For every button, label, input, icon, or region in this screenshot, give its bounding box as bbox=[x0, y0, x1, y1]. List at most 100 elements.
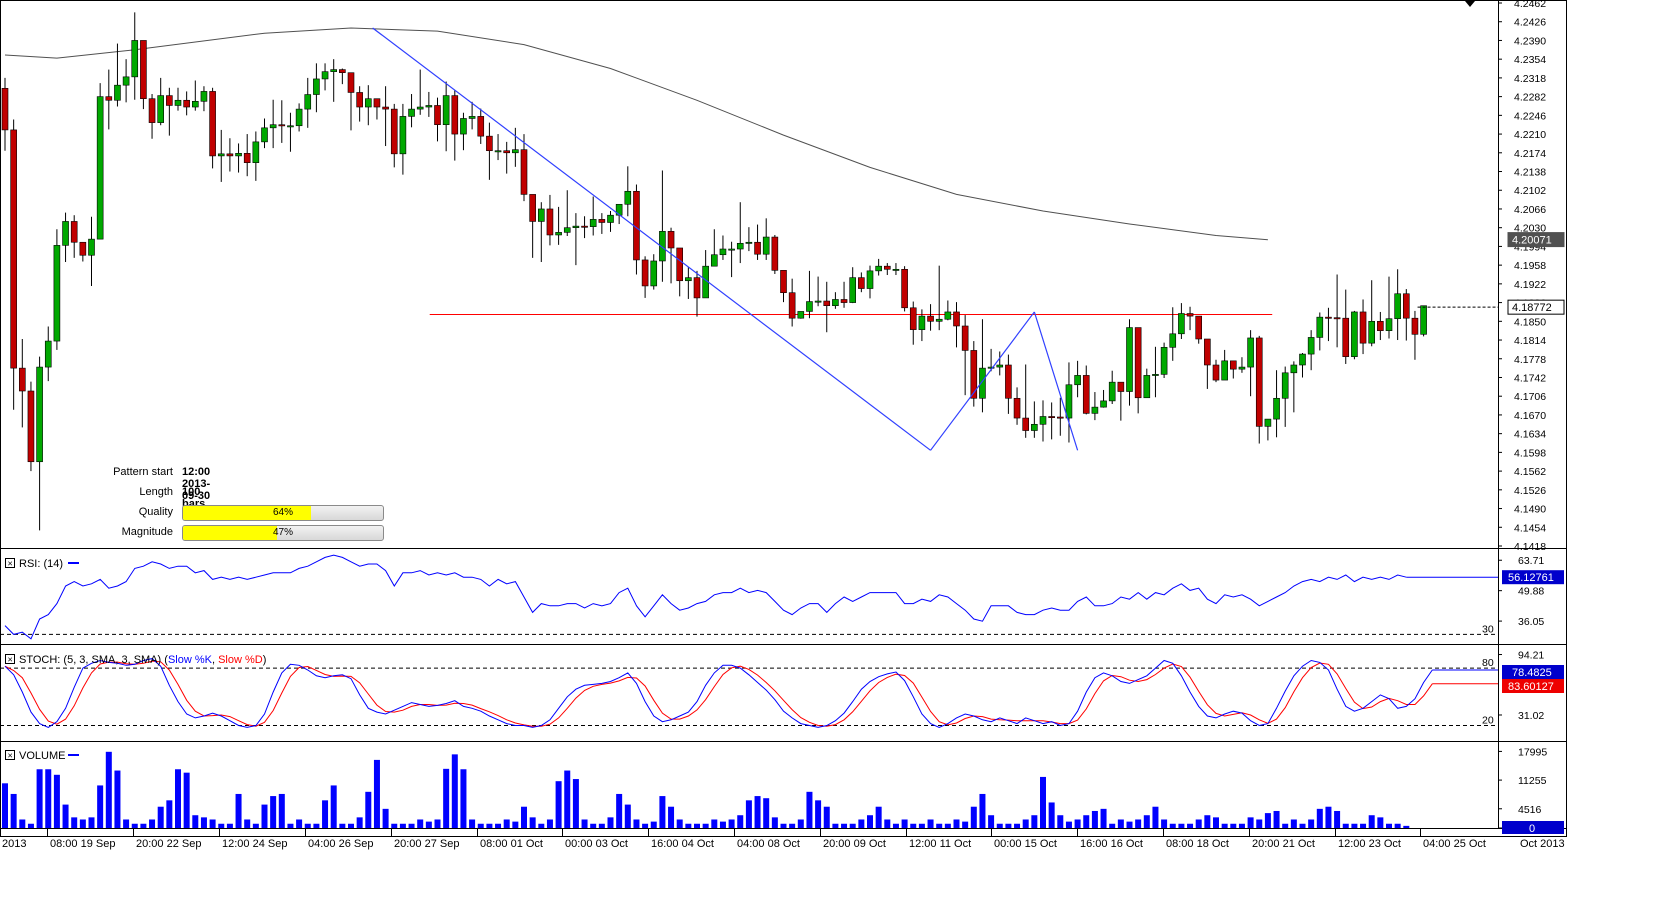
volume-bar bbox=[581, 819, 588, 828]
candle bbox=[1117, 381, 1125, 392]
price-tick-label: 4.2066 bbox=[1514, 204, 1546, 216]
rsi-close-glyph: × bbox=[8, 559, 13, 569]
price-tick-label: 4.2246 bbox=[1514, 110, 1546, 122]
volume-bar bbox=[1316, 808, 1323, 828]
candle bbox=[745, 241, 753, 244]
candle bbox=[685, 277, 692, 282]
volume-bar bbox=[1221, 823, 1228, 828]
volume-bar bbox=[771, 817, 778, 828]
candle bbox=[486, 135, 493, 152]
moving-average-line bbox=[4, 27, 1268, 241]
candle bbox=[736, 242, 744, 250]
candle bbox=[780, 270, 787, 294]
volume-bar bbox=[166, 800, 173, 828]
candle bbox=[1143, 375, 1151, 399]
rsi-close-icon bbox=[5, 558, 15, 568]
stoch-k-line bbox=[4, 658, 1433, 728]
pattern-line bbox=[1033, 311, 1079, 451]
volume-bar bbox=[590, 823, 597, 828]
candle bbox=[235, 153, 242, 157]
candle bbox=[122, 76, 130, 86]
volume-bar bbox=[278, 793, 285, 828]
candle bbox=[1247, 337, 1254, 368]
candle bbox=[1134, 327, 1142, 399]
candle bbox=[1082, 375, 1090, 414]
volume-bar bbox=[399, 823, 406, 828]
candle bbox=[1048, 416, 1055, 418]
candle bbox=[754, 241, 761, 255]
price-tick-label: 4.2138 bbox=[1514, 167, 1546, 179]
candle bbox=[27, 390, 35, 463]
candle bbox=[79, 241, 87, 256]
candle bbox=[364, 98, 372, 108]
pattern-start-value: 12:00 2013-09-30 bbox=[182, 466, 211, 502]
volume-bar bbox=[884, 819, 891, 828]
volume-bar bbox=[737, 815, 744, 828]
volume-bar bbox=[512, 821, 519, 828]
price-tick-label: 4.1958 bbox=[1514, 260, 1546, 272]
quality-label: Quality bbox=[138, 506, 173, 518]
candle bbox=[295, 108, 303, 127]
volume-bar bbox=[1022, 819, 1029, 828]
volume-tick-label: 17995 bbox=[1518, 746, 1547, 758]
time-tick-label: 16:00 04 Oct bbox=[651, 838, 714, 850]
volume-close-glyph: × bbox=[8, 751, 13, 761]
time-tick-label: 08:00 01 Oct bbox=[480, 838, 543, 850]
price-tick-label: 4.1706 bbox=[1514, 391, 1546, 403]
candle bbox=[62, 221, 69, 246]
candle bbox=[339, 69, 346, 73]
candle bbox=[373, 98, 381, 108]
volume-bar bbox=[348, 823, 354, 828]
volume-bar bbox=[486, 823, 493, 828]
price-tick-label: 4.2102 bbox=[1514, 185, 1546, 197]
stoch-level-label: 80 bbox=[1482, 657, 1494, 669]
price-tick-label: 4.2174 bbox=[1514, 148, 1546, 160]
volume-bar bbox=[209, 819, 216, 828]
volume-bar bbox=[979, 793, 986, 828]
price-tick-label: 4.1742 bbox=[1514, 372, 1546, 384]
candle bbox=[1178, 313, 1185, 335]
volume-bar bbox=[1031, 815, 1038, 828]
candle bbox=[494, 150, 502, 153]
volume-bar bbox=[1308, 819, 1315, 828]
volume-bar bbox=[1386, 823, 1392, 828]
volume-bar bbox=[1256, 819, 1263, 828]
volume-bar bbox=[832, 823, 839, 828]
price-tick-label: 4.2462 bbox=[1514, 0, 1546, 10]
volume-bar bbox=[451, 754, 458, 828]
volume-bar bbox=[252, 823, 259, 828]
volume-bar bbox=[1065, 821, 1072, 828]
volume-bar bbox=[849, 823, 856, 828]
volume-bar bbox=[1091, 810, 1098, 828]
candle bbox=[261, 127, 268, 143]
length-label: Length bbox=[139, 486, 173, 498]
volume-bar bbox=[529, 817, 536, 828]
candle bbox=[1316, 316, 1324, 338]
candle bbox=[451, 95, 459, 135]
rsi-line bbox=[4, 554, 1407, 640]
volume-bar bbox=[417, 819, 424, 828]
time-tick-label: 00:00 15 Oct bbox=[994, 838, 1057, 850]
candle bbox=[382, 106, 389, 110]
rsi-level-label: 30 bbox=[1482, 623, 1494, 635]
price-tick-label: 4.2354 bbox=[1514, 54, 1546, 66]
candle bbox=[1100, 400, 1107, 408]
candle bbox=[918, 315, 926, 330]
candle bbox=[269, 124, 277, 129]
stoch-tick-label: 94.21 bbox=[1518, 650, 1544, 662]
volume-bar bbox=[719, 821, 726, 828]
volume-bar bbox=[53, 774, 60, 828]
volume-bar bbox=[633, 819, 640, 828]
candle bbox=[183, 99, 190, 108]
candle bbox=[987, 366, 995, 369]
volume-bar bbox=[1204, 815, 1211, 828]
time-axis-end-label: Oct 2013 bbox=[1520, 838, 1565, 850]
volume-bar bbox=[1264, 813, 1271, 828]
candle bbox=[217, 153, 225, 157]
volume-bar bbox=[1057, 815, 1064, 828]
stoch-k-value: 78.4825 bbox=[1512, 667, 1552, 679]
ma-value-box bbox=[1507, 232, 1565, 248]
price-tick-label: 4.1526 bbox=[1514, 485, 1546, 497]
candle bbox=[252, 141, 260, 163]
volume-bar bbox=[555, 781, 562, 828]
